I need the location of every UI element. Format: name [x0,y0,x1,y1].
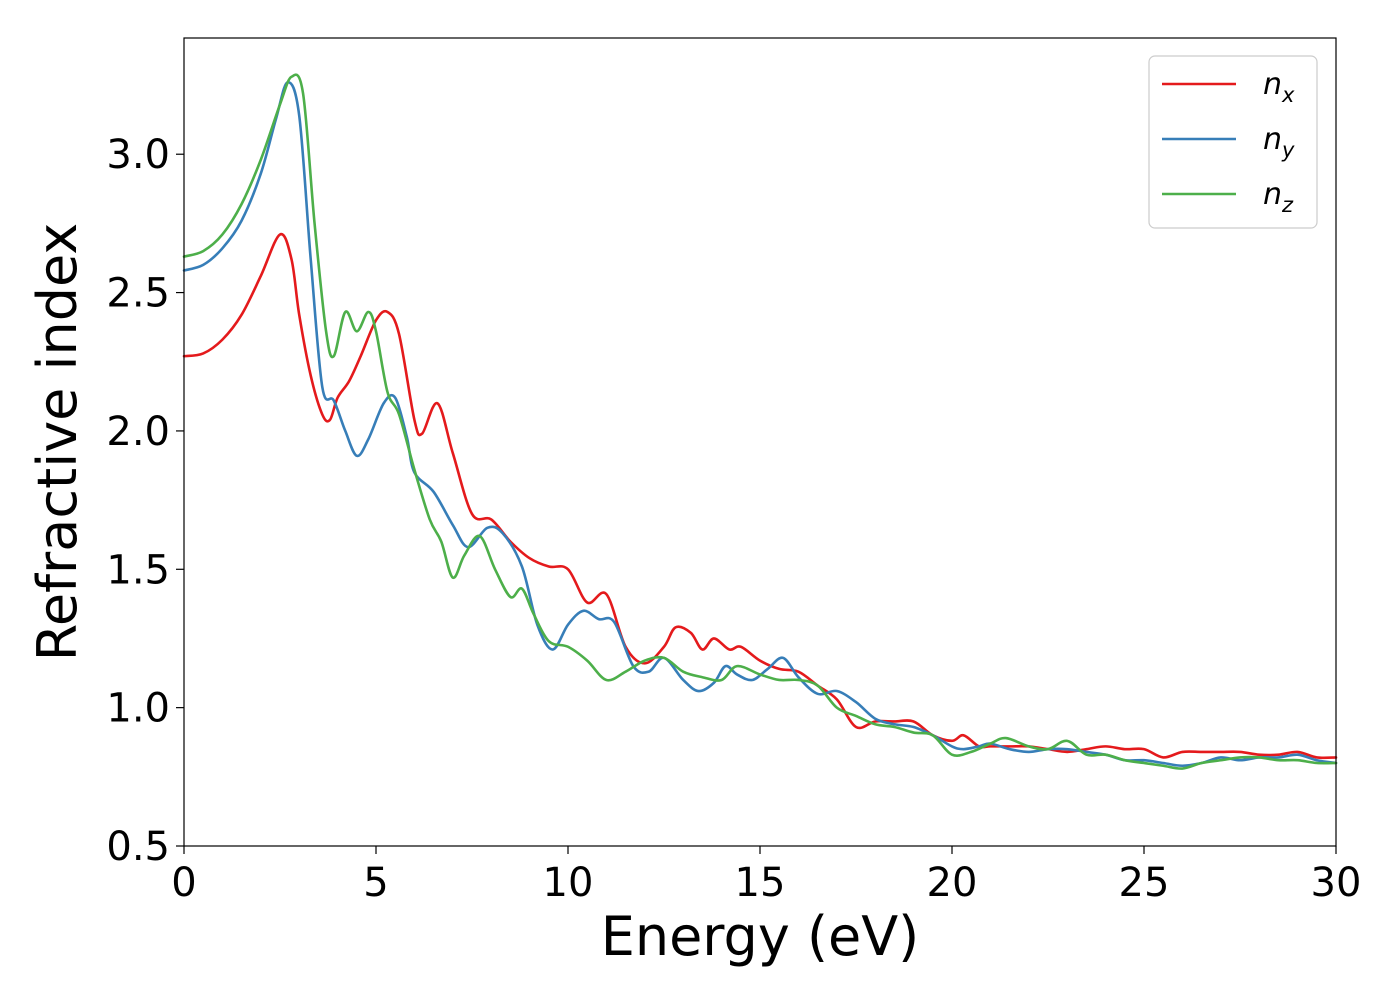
y-tick-label: 1.0 [106,686,170,732]
x-tick-label: 30 [1311,860,1362,906]
x-tick-label: 5 [363,860,388,906]
legend-label-ny: ny [1263,122,1295,162]
x-tick-label: 20 [927,860,978,906]
series-line-nz [182,73,1338,770]
x-tick-label: 15 [735,860,786,906]
legend: nx ny nz [1148,55,1318,229]
y-tick-label: 2.0 [106,409,170,455]
series-layer [182,73,1338,770]
legend-label-nz: nz [1263,177,1294,217]
legend-entries: nx ny nz [1162,67,1295,217]
x-axis-label: Energy (eV) [601,905,920,968]
y-tick-label: 3.0 [106,132,170,178]
x-tick-label: 25 [1119,860,1170,906]
legend-box [1148,55,1318,229]
series-line-nx [182,232,1338,760]
x-tick-label: 0 [171,860,196,906]
x-axis-ticks: 0 5 10 15 20 25 30 [171,846,1361,906]
y-axis-ticks: 0.5 1.0 1.5 2.0 2.5 3.0 [106,132,184,870]
y-axis-label: Refractive index [26,223,89,662]
legend-label-nx: nx [1263,67,1295,107]
y-tick-label: 1.5 [106,547,170,593]
y-tick-label: 2.5 [106,271,170,317]
y-tick-label: 0.5 [106,824,170,870]
x-tick-label: 10 [543,860,594,906]
